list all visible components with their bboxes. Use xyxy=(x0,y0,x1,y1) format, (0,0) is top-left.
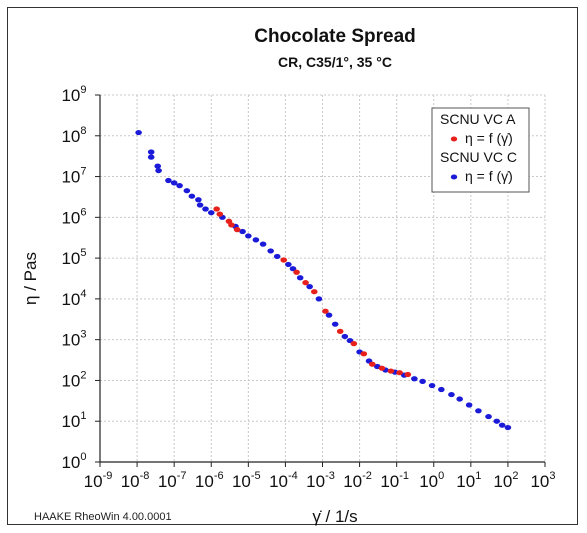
data-point xyxy=(396,370,403,376)
data-point xyxy=(202,206,209,212)
data-point xyxy=(170,180,178,186)
data-point xyxy=(285,261,292,268)
data-point xyxy=(135,129,142,136)
x-tick-label: 10-5 xyxy=(232,470,261,491)
y-tick-label: 101 xyxy=(61,410,86,431)
data-point xyxy=(336,328,344,334)
data-point xyxy=(378,365,386,371)
data-point xyxy=(456,396,463,402)
data-point xyxy=(213,206,220,212)
data-point xyxy=(350,341,358,347)
data-point xyxy=(302,280,309,286)
y-tick-label: 108 xyxy=(61,125,86,146)
footer-text: HAAKE RheoWin 4.00.0001 xyxy=(34,511,172,523)
legend-entry-label: η = f (γ̇) xyxy=(465,168,513,184)
data-point xyxy=(259,241,267,247)
y-tick-label: 103 xyxy=(61,329,86,350)
data-point xyxy=(325,312,333,318)
x-tick-label: 10-2 xyxy=(343,470,372,491)
data-point xyxy=(438,386,445,393)
data-point xyxy=(387,368,395,374)
data-point xyxy=(183,188,191,194)
chart-subtitle: CR, C35/1°, 35 °C xyxy=(278,54,392,70)
x-tick-label: 10-6 xyxy=(195,470,224,491)
data-point xyxy=(475,408,482,414)
data-point xyxy=(207,210,215,216)
data-point xyxy=(176,183,183,189)
x-tick-label: 103 xyxy=(530,470,555,491)
x-tick-label: 10-4 xyxy=(269,470,298,491)
legend-entry-label: η = f (γ̇) xyxy=(465,130,513,146)
data-point xyxy=(419,378,426,384)
data-point xyxy=(273,253,281,260)
data-point xyxy=(280,257,288,263)
data-point xyxy=(465,402,473,408)
x-tick-label: 10-3 xyxy=(306,470,335,491)
data-point xyxy=(165,177,172,184)
y-tick-label: 106 xyxy=(61,206,86,227)
data-point xyxy=(216,211,224,217)
data-point xyxy=(428,382,436,389)
data-point xyxy=(322,308,329,314)
data-point xyxy=(493,418,501,424)
data-point xyxy=(147,154,155,160)
data-point xyxy=(228,222,235,228)
data-point xyxy=(245,233,252,239)
data-point xyxy=(310,289,318,295)
data-point xyxy=(154,163,162,169)
data-point xyxy=(498,422,506,428)
y-axis-label: η / Pas xyxy=(21,252,40,305)
data-point xyxy=(485,413,492,420)
data-point xyxy=(267,248,274,254)
data-point xyxy=(289,266,297,272)
data-point xyxy=(233,227,241,233)
data-point xyxy=(368,361,376,367)
x-tick-label: 101 xyxy=(456,470,481,491)
data-point xyxy=(315,296,323,302)
x-tick-label: 10-9 xyxy=(84,470,113,491)
x-tick-label: 10-7 xyxy=(158,470,187,491)
x-tick-label: 100 xyxy=(419,470,444,491)
data-point xyxy=(188,193,196,199)
data-point xyxy=(293,269,300,275)
x-axis-label: γ̇ / 1/s xyxy=(312,507,357,526)
data-point xyxy=(448,391,455,398)
x-tick-label: 10-1 xyxy=(380,470,409,491)
legend-series-name: SCNU VC A xyxy=(440,111,516,127)
data-point xyxy=(404,371,412,378)
data-point xyxy=(239,228,246,235)
data-point xyxy=(411,376,418,382)
y-tick-label: 100 xyxy=(61,451,86,472)
data-point xyxy=(155,167,162,174)
y-tick-label: 109 xyxy=(61,84,86,105)
legend-marker xyxy=(450,174,458,180)
data-point xyxy=(147,149,155,155)
data-point xyxy=(331,321,339,327)
legend-series-name: SCNU VC C xyxy=(440,149,517,165)
data-point xyxy=(306,284,313,290)
data-point xyxy=(196,202,204,208)
x-tick-label: 10-8 xyxy=(121,470,150,491)
data-point xyxy=(296,275,304,281)
y-tick-label: 107 xyxy=(61,166,86,187)
data-point xyxy=(341,333,349,340)
chart-title: Chocolate Spread xyxy=(254,26,416,47)
data-point xyxy=(195,197,202,203)
data-point xyxy=(504,424,512,431)
y-tick-label: 105 xyxy=(61,247,86,268)
x-tick-label: 102 xyxy=(493,470,518,491)
data-point xyxy=(360,351,368,357)
y-tick-label: 104 xyxy=(61,288,86,309)
data-point xyxy=(252,237,260,243)
legend-marker xyxy=(450,136,458,142)
y-tick-label: 102 xyxy=(61,369,86,390)
legend-box xyxy=(431,107,530,193)
